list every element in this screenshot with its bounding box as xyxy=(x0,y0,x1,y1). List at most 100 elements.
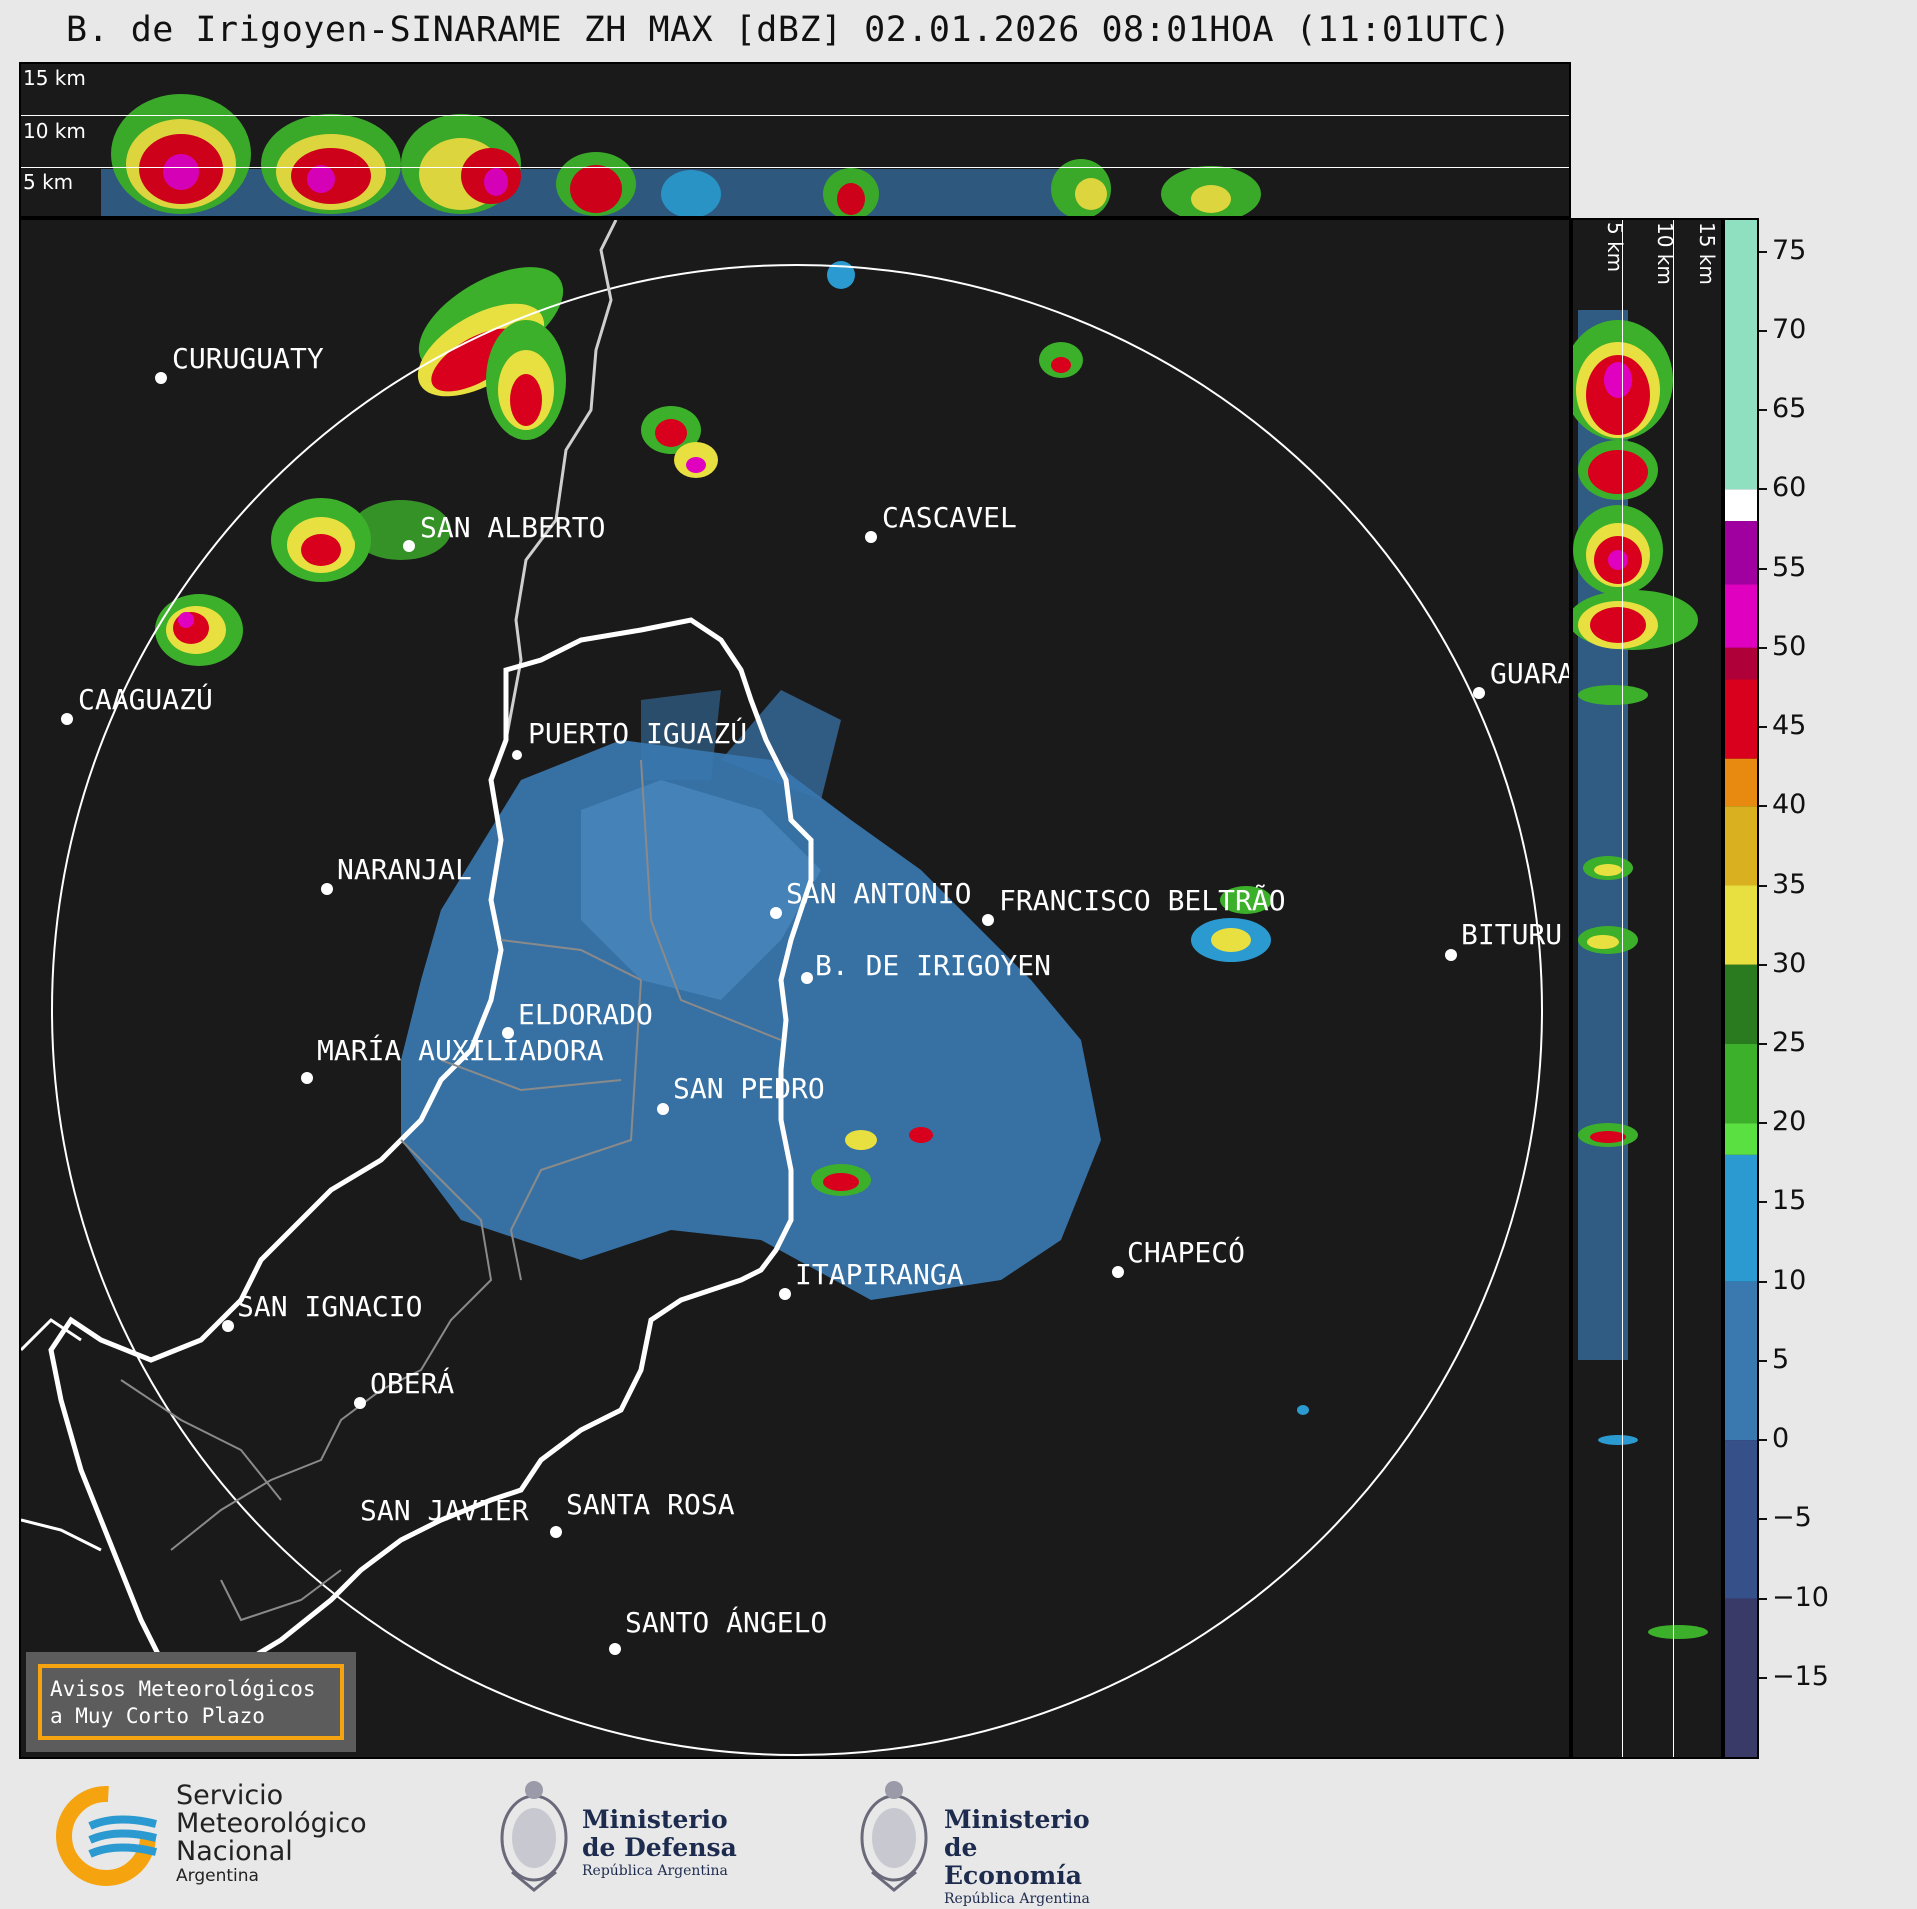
city-obera[interactable]: OBERÁ xyxy=(354,1366,454,1409)
city-chapeco[interactable]: CHAPECÓ xyxy=(1112,1235,1245,1278)
defensa-line-1: Ministerio xyxy=(582,1805,728,1834)
svg-text:ITAPIRANGA: ITAPIRANGA xyxy=(795,1258,964,1291)
colorbar-tick-label: −10 xyxy=(1772,1581,1829,1613)
svg-text:CHAPECÓ: CHAPECÓ xyxy=(1127,1235,1245,1269)
warning-box-text: Avisos Meteorológicos a Muy Corto Plazo xyxy=(50,1676,316,1730)
city-santa-rosa[interactable]: SANTA ROSA xyxy=(550,1488,735,1538)
colorbar-tick-label: 20 xyxy=(1772,1106,1807,1138)
gridline-10km xyxy=(21,115,1569,116)
colorbar-tick-label: 60 xyxy=(1772,472,1807,504)
svg-text:BITURU: BITURU xyxy=(1461,918,1562,951)
colorbar-tick-mark xyxy=(1759,726,1767,729)
svg-text:B. DE IRIGOYEN: B. DE IRIGOYEN xyxy=(815,949,1051,982)
city-guara[interactable]: GUARA xyxy=(1473,657,1571,699)
svg-text:SANTA ROSA: SANTA ROSA xyxy=(566,1488,735,1521)
city-curuguaty[interactable]: CURUGUATY xyxy=(155,342,324,384)
city-bituru[interactable]: BITURU xyxy=(1445,918,1562,961)
colorbar-tick-mark xyxy=(1759,1280,1767,1283)
defensa-seal-icon xyxy=(500,1781,568,1892)
height-label-5km: 5 km xyxy=(23,170,74,194)
colorbar-tick-label: −15 xyxy=(1772,1660,1829,1692)
svg-text:FRANCISCO BELTRÃO: FRANCISCO BELTRÃO xyxy=(999,884,1286,917)
colorbar-tick-mark xyxy=(1759,805,1767,808)
colorbar-tick-label: 15 xyxy=(1772,1185,1807,1217)
svg-text:CURUGUATY: CURUGUATY xyxy=(172,342,324,375)
colorbar-gradient xyxy=(1725,220,1757,1757)
colorbar-tick-label: 55 xyxy=(1772,551,1807,583)
page-title: B. de Irigoyen-SINARAME ZH MAX [dBZ] 02.… xyxy=(66,10,1512,50)
warning-box-frame: Avisos Meteorológicos a Muy Corto Plazo xyxy=(38,1664,344,1740)
height-label-10km: 10 km xyxy=(23,119,86,143)
height-label-15km: 15 km xyxy=(23,66,86,90)
colorbar-tick-mark xyxy=(1759,963,1767,966)
svg-text:CASCAVEL: CASCAVEL xyxy=(882,501,1017,534)
colorbar-tick-mark xyxy=(1759,488,1767,491)
svg-text:MARÍA AUXILIADORA: MARÍA AUXILIADORA xyxy=(317,1033,604,1067)
city-itapiranga[interactable]: ITAPIRANGA xyxy=(779,1258,964,1300)
city-cascavel[interactable]: CASCAVEL xyxy=(865,501,1017,543)
economia-seal-icon xyxy=(860,1781,928,1892)
colorbar-tick-mark xyxy=(1759,1359,1767,1362)
city-maria-auxiliadora[interactable]: MARÍA AUXILIADORA xyxy=(301,1033,604,1084)
department-borders xyxy=(120,759,782,1622)
colorbar-band-15 xyxy=(1725,1598,1757,1757)
colorbar-tick-mark xyxy=(1759,250,1767,253)
colorbar-band-6 xyxy=(1725,758,1757,807)
city-santo-angelo[interactable]: SANTO ÁNGELO xyxy=(609,1605,827,1655)
smn-line-4: Argentina xyxy=(176,1866,259,1886)
misiones-province-border xyxy=(48,617,814,1694)
city-san-javier[interactable]: SAN JAVIER xyxy=(360,1494,529,1527)
colorbar-band-11 xyxy=(1725,1123,1757,1155)
colorbar-tick-mark xyxy=(1759,409,1767,412)
city-puerto-iguazu[interactable]: PUERTO IGUAZÚ xyxy=(512,716,747,760)
colorbar-band-14 xyxy=(1725,1440,1757,1599)
city-san-antonio[interactable]: SAN ANTONIO xyxy=(770,877,971,919)
svg-text:PUERTO IGUAZÚ: PUERTO IGUAZÚ xyxy=(528,716,747,750)
city-markers: CURUGUATY SAN ALBERTO CASCAVEL CAAGUAZÚ … xyxy=(61,342,1571,1655)
economia-line-1: Ministerio xyxy=(944,1805,1090,1834)
height-label-15km-vertical: 15 km xyxy=(1695,222,1719,285)
colorbar-tick-mark xyxy=(1759,1042,1767,1045)
city-b-de-irigoyen[interactable]: B. DE IRIGOYEN xyxy=(801,949,1051,984)
colorbar-band-7 xyxy=(1725,806,1757,886)
colorbar xyxy=(1723,218,1759,1759)
colorbar-band-12 xyxy=(1725,1154,1757,1282)
svg-text:CAAGUAZÚ: CAAGUAZÚ xyxy=(78,682,213,716)
warning-box[interactable]: Avisos Meteorológicos a Muy Corto Plazo xyxy=(26,1652,356,1752)
city-naranjal[interactable]: NARANJAL xyxy=(321,853,472,895)
warning-line-1: Avisos Meteorológicos xyxy=(50,1677,316,1701)
radar-map-panel[interactable]: CURUGUATY SAN ALBERTO CASCAVEL CAAGUAZÚ … xyxy=(19,218,1571,1759)
city-san-pedro[interactable]: SAN PEDRO xyxy=(657,1072,825,1115)
radar-map: CURUGUATY SAN ALBERTO CASCAVEL CAAGUAZÚ … xyxy=(21,220,1571,1756)
ministerio-defensa-logo[interactable]: Ministerio de Defensa República Argentin… xyxy=(494,1772,754,1897)
smn-logo-icon xyxy=(56,1786,157,1886)
colorbar-tick-mark xyxy=(1759,646,1767,649)
colorbar-band-4 xyxy=(1725,647,1757,680)
height-label-10km-vertical: 10 km xyxy=(1653,222,1677,285)
top-profile-echoes xyxy=(101,94,1261,216)
gridline-5km-vertical xyxy=(1622,220,1623,1757)
colorbar-band-8 xyxy=(1725,885,1757,965)
svg-text:SANTO ÁNGELO: SANTO ÁNGELO xyxy=(625,1605,827,1639)
warning-line-2: a Muy Corto Plazo xyxy=(50,1704,265,1728)
city-francisco-beltrao[interactable]: FRANCISCO BELTRÃO xyxy=(982,884,1286,926)
colorbar-tick-mark xyxy=(1759,1676,1767,1679)
colorbar-band-5 xyxy=(1725,679,1757,759)
city-san-ignacio[interactable]: SAN IGNACIO xyxy=(222,1290,422,1332)
svg-text:OBERÁ: OBERÁ xyxy=(370,1366,454,1400)
colorbar-tick-label: −5 xyxy=(1772,1502,1812,1534)
height-label-5km-vertical: 5 km xyxy=(1603,222,1627,273)
city-caaguazu[interactable]: CAAGUAZÚ xyxy=(61,682,213,725)
smn-line-2: Meteorológico xyxy=(176,1808,367,1839)
ministerio-economia-logo[interactable]: Ministerio de Economía República Argenti… xyxy=(854,1772,1124,1907)
colorbar-tick-mark xyxy=(1759,567,1767,570)
reflectivity-echoes xyxy=(155,261,1309,1415)
city-san-alberto[interactable]: SAN ALBERTO xyxy=(403,511,605,552)
city-eldorado[interactable]: ELDORADO xyxy=(502,998,653,1039)
smn-logo[interactable]: Servicio Meteorológico Nacional Argentin… xyxy=(56,1782,396,1892)
colorbar-tick-label: 75 xyxy=(1772,234,1807,266)
svg-text:ELDORADO: ELDORADO xyxy=(518,998,653,1031)
colorbar-tick-label: 25 xyxy=(1772,1026,1807,1058)
svg-text:SAN JAVIER: SAN JAVIER xyxy=(360,1494,529,1527)
svg-text:SAN PEDRO: SAN PEDRO xyxy=(673,1072,825,1105)
